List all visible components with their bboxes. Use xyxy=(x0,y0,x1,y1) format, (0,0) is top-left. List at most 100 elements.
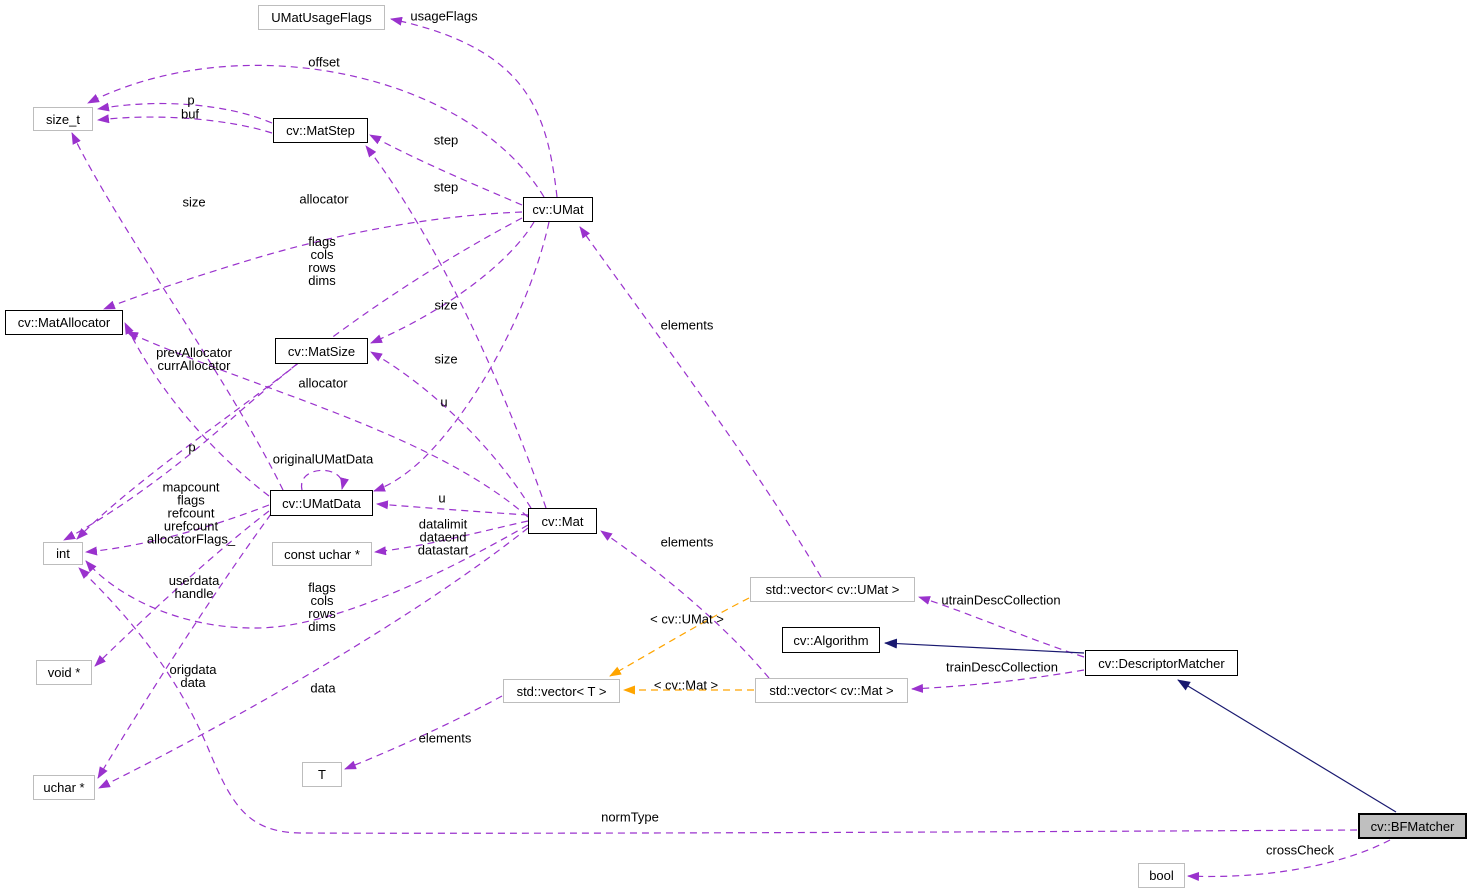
edge-bfmatcher-normtype xyxy=(78,567,1358,834)
edge-label-origdata: origdata data xyxy=(169,662,217,690)
edge-inherit-descriptormatcher-algorithm xyxy=(884,638,1085,654)
edge-label-usageflags: usageFlags xyxy=(410,8,478,24)
edge-label-step-umat: step xyxy=(433,132,459,148)
edge-mat-flags xyxy=(85,524,529,629)
edge-label-size-umat: size xyxy=(434,297,458,313)
node-umatdata[interactable]: cv::UMatData xyxy=(270,490,373,516)
edge-label-allocator-umat: allocator xyxy=(299,191,349,207)
edge-umatdata-mapcount xyxy=(85,504,270,556)
edge-label-p-matsize: p xyxy=(188,439,196,455)
node-mat-label: cv::Mat xyxy=(541,513,584,529)
edge-label-allocator-mat: allocator xyxy=(298,375,348,391)
edge-inherit-bfmatcher-descriptormatcher xyxy=(1177,679,1397,813)
edge-mat-data xyxy=(98,527,529,789)
edge-mat-allocator xyxy=(126,331,529,518)
node-vector-mat-label: std::vector< cv::Mat > xyxy=(769,683,894,698)
edge-mat-u xyxy=(376,500,529,516)
edge-label-mapcount: mapcount flags refcount urefcount alloca… xyxy=(146,479,236,547)
edge-label-datalimit: datalimit dataend datastart xyxy=(417,516,469,558)
node-mat[interactable]: cv::Mat xyxy=(528,508,597,534)
edge-label-utraindesccollection: utrainDescCollection xyxy=(941,592,1061,608)
node-size-t: size_t xyxy=(33,107,93,131)
edge-umat-usageflags xyxy=(390,16,558,198)
edge-umat-offset xyxy=(87,64,545,198)
node-uchar-ptr-label: uchar * xyxy=(43,780,85,795)
node-int-label: int xyxy=(56,546,70,561)
edge-label-elements-vectorumat: elements xyxy=(660,317,714,333)
node-vector-umat: std::vector< cv::UMat > xyxy=(750,577,915,602)
edge-label-u-mat: u xyxy=(438,490,446,506)
node-descriptormatcher-label: cv::DescriptorMatcher xyxy=(1098,655,1225,671)
edge-matsize-p xyxy=(76,363,298,540)
edge-label-flags-mat: flags cols rows dims xyxy=(308,580,336,634)
node-bool: bool xyxy=(1138,863,1185,888)
edge-label-buf: buf xyxy=(180,106,200,122)
edge-label-template-umat: < cv::UMat > xyxy=(650,611,724,627)
node-void-ptr-label: void * xyxy=(47,665,81,680)
node-vector-t: std::vector< T > xyxy=(503,679,620,703)
edge-label-p-matstep: p xyxy=(187,92,195,108)
node-matstep-label: cv::MatStep xyxy=(286,123,355,138)
node-matsize[interactable]: cv::MatSize xyxy=(275,338,368,364)
edge-label-traindesccollection: trainDescCollection xyxy=(946,659,1058,675)
node-umatdata-label: cv::UMatData xyxy=(282,495,361,511)
node-umat-label: cv::UMat xyxy=(532,202,584,217)
edge-template-vectorumat xyxy=(609,597,750,677)
node-size-t-label: size_t xyxy=(46,111,80,127)
edge-matstep-buf xyxy=(97,114,273,134)
edge-umatdata-prevallocator xyxy=(124,322,270,497)
edge-umat-step xyxy=(369,134,523,206)
edge-label-size-umatdata: size xyxy=(182,194,206,210)
node-bfmatcher: cv::BFMatcher xyxy=(1358,813,1467,839)
edge-label-originalumatdata: originalUMatData xyxy=(272,451,374,467)
node-umatusageflags-label: UMatUsageFlags xyxy=(271,10,372,25)
edge-bfmatcher-crosscheck xyxy=(1187,839,1391,881)
node-bfmatcher-label: cv::BFMatcher xyxy=(1370,818,1455,834)
edge-vectorumat-elements xyxy=(579,226,822,578)
node-const-uchar-ptr-label: const uchar * xyxy=(284,546,360,562)
node-vector-mat: std::vector< cv::Mat > xyxy=(755,678,908,703)
node-vector-t-label: std::vector< T > xyxy=(516,683,607,699)
edge-label-size-mat: size xyxy=(434,351,458,367)
edge-label-template-mat: < cv::Mat > xyxy=(653,677,719,693)
node-algorithm[interactable]: cv::Algorithm xyxy=(782,627,880,653)
edge-vectort-elements xyxy=(344,695,503,770)
node-matallocator-label: cv::MatAllocator xyxy=(17,315,111,330)
edge-traindesccollection xyxy=(911,669,1085,693)
edge-label-flags-umat: flags cols rows dims xyxy=(308,234,336,288)
edge-mat-step xyxy=(365,145,547,509)
edge-matstep-p xyxy=(97,102,273,124)
edge-umat-allocator xyxy=(103,211,523,310)
edge-label-elements-vectormat: elements xyxy=(660,534,714,550)
node-matstep[interactable]: cv::MatStep xyxy=(273,118,368,143)
node-descriptormatcher[interactable]: cv::DescriptorMatcher xyxy=(1085,650,1238,676)
edge-umat-u xyxy=(373,221,550,492)
node-umat[interactable]: cv::UMat xyxy=(523,197,593,222)
edge-umat-size xyxy=(370,221,535,344)
node-t: T xyxy=(302,762,342,787)
node-t-label: T xyxy=(318,767,326,782)
node-algorithm-label: cv::Algorithm xyxy=(793,632,869,648)
node-bool-label: bool xyxy=(1149,868,1174,883)
edge-label-u-umat: u xyxy=(440,394,448,410)
edge-label-offset: offset xyxy=(308,54,340,70)
node-const-uchar-ptr: const uchar * xyxy=(272,542,372,566)
edge-umatdata-self-loop xyxy=(301,469,349,491)
edge-label-data-mat: data xyxy=(310,680,336,696)
node-umatusageflags: UMatUsageFlags xyxy=(258,5,385,30)
edge-mat-datalimit xyxy=(374,520,529,556)
edge-label-userdata: userdata handle xyxy=(168,573,220,601)
edge-label-elements-vectort: elements xyxy=(418,730,472,746)
edge-label-crosscheck: crossCheck xyxy=(1266,842,1334,858)
node-int: int xyxy=(43,542,83,565)
node-uchar-ptr: uchar * xyxy=(33,775,95,800)
node-void-ptr: void * xyxy=(36,660,92,685)
node-vector-umat-label: std::vector< cv::UMat > xyxy=(765,582,900,597)
edge-umatdata-size xyxy=(71,132,284,491)
node-matsize-label: cv::MatSize xyxy=(287,343,356,359)
edge-umatdata-origdata xyxy=(97,513,272,779)
edge-vectormat-elements xyxy=(600,530,770,679)
node-matallocator[interactable]: cv::MatAllocator xyxy=(5,310,123,335)
